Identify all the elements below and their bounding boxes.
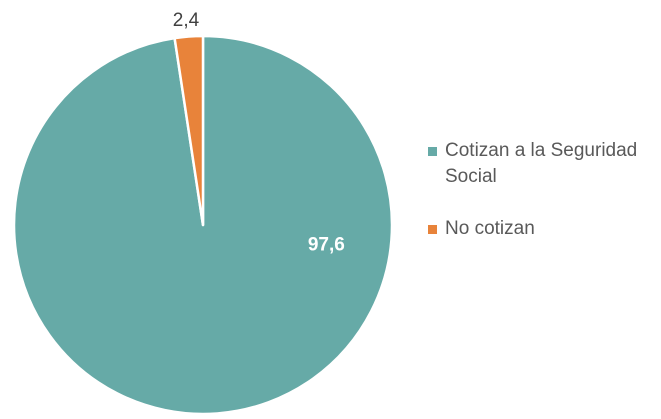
legend-swatch-cotizan (428, 147, 437, 156)
data-label-no-cotizan: 2,4 (173, 10, 200, 31)
legend-swatch-no-cotizan (428, 225, 437, 234)
legend-item-no-cotizan: No cotizan (428, 216, 658, 242)
legend-label-cotizan: Cotizan a la Seguridad Social (445, 140, 638, 187)
legend-label-no-cotizan: No cotizan (445, 218, 535, 239)
legend-item-cotizan: Cotizan a la Seguridad Social (428, 138, 658, 190)
data-label-cotizan: 97,6 (308, 235, 345, 256)
chart-legend: Cotizan a la Seguridad Social No cotizan (428, 138, 658, 268)
pie-slice-no-cotizan (173, 34, 205, 227)
